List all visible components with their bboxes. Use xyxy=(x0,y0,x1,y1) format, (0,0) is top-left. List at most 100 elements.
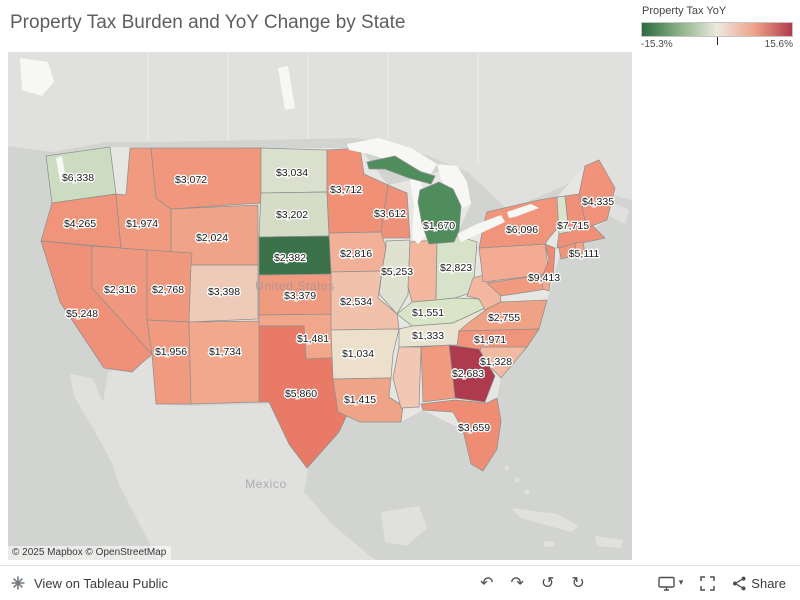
state-ar[interactable] xyxy=(330,328,400,380)
hispaniola-island xyxy=(595,536,623,548)
state-ri[interactable] xyxy=(574,241,586,256)
state-label-ga: $2,683 xyxy=(452,368,484,380)
state-al[interactable] xyxy=(420,344,456,403)
state-label-mt: $3,072 xyxy=(175,174,207,186)
revert-button[interactable]: ↺ xyxy=(540,573,555,592)
us-country-label: United States xyxy=(255,279,335,293)
state-label-ks: $3,379 xyxy=(284,290,316,302)
state-label-ca: $5,248 xyxy=(66,308,98,320)
state-mi[interactable] xyxy=(417,181,462,245)
state-label-ma: $5,111 xyxy=(569,248,600,260)
jamaica-island xyxy=(543,541,555,547)
fullscreen-button[interactable] xyxy=(700,575,716,591)
mexico-landmass xyxy=(100,358,376,560)
state-label-id: $1,974 xyxy=(126,218,158,230)
state-label-fl: $3,659 xyxy=(458,422,490,434)
state-label-tn: $1,333 xyxy=(412,330,444,342)
canada-landmass xyxy=(8,52,632,210)
state-wi[interactable] xyxy=(369,184,411,239)
color-legend: Property Tax YoY -15.3% 15.6% xyxy=(641,5,793,52)
state-label-me: $4,335 xyxy=(582,196,614,208)
undo-button[interactable]: ↶ xyxy=(480,573,494,592)
state-label-or: $4,265 xyxy=(64,218,96,230)
mexico-country-label: Mexico xyxy=(245,477,287,491)
state-nm[interactable] xyxy=(188,320,261,405)
state-ms[interactable] xyxy=(392,346,422,409)
download-icon xyxy=(658,576,675,591)
state-label-wi: $3,612 xyxy=(374,208,406,220)
state-label-sc: $1,328 xyxy=(480,356,512,368)
map-attribution[interactable]: © 2025 Mapbox © OpenStreetMap xyxy=(8,546,172,560)
state-label-nv: $2,316 xyxy=(104,284,136,296)
state-co[interactable] xyxy=(188,264,259,323)
download-button[interactable]: ▾ xyxy=(658,576,684,591)
legend-min-label: -15.3% xyxy=(641,39,673,50)
cuba-island xyxy=(511,508,579,532)
share-icon xyxy=(733,576,746,590)
choropleth-map[interactable]: United States Mexico $6,338 $4,265 $5,24… xyxy=(8,52,632,560)
state-label-il: $5,253 xyxy=(381,266,413,278)
state-label-oh: $2,823 xyxy=(440,262,472,274)
lake-ontario xyxy=(507,204,539,218)
state-label-nm: $1,734 xyxy=(209,346,241,358)
state-de[interactable] xyxy=(540,274,552,292)
bc-coast-inlet xyxy=(20,58,54,96)
state-label-mn: $3,712 xyxy=(330,184,362,196)
page-title: Property Tax Burden and YoY Change by St… xyxy=(10,12,406,33)
state-label-ut: $2,768 xyxy=(152,284,184,296)
state-label-ia: $2,816 xyxy=(340,248,372,260)
share-label: Share xyxy=(751,575,786,591)
legend-max-label: 15.6% xyxy=(764,39,793,50)
state-label-az: $1,956 xyxy=(155,346,187,358)
state-az[interactable] xyxy=(146,319,192,405)
tableau-toolbar: View on Tableau Public ↶ ↷ ↺ ↻ ▾ Sha xyxy=(0,565,800,600)
state-label-nc: $1,971 xyxy=(474,334,506,346)
map-canvas[interactable]: United States Mexico $6,338 $4,265 $5,24… xyxy=(8,52,632,560)
state-fl[interactable] xyxy=(420,397,502,472)
view-on-tableau-public-link[interactable]: View on Tableau Public xyxy=(0,575,480,591)
state-label-wa: $6,338 xyxy=(62,172,94,184)
yucatan-peninsula xyxy=(381,506,427,546)
share-button[interactable]: Share xyxy=(732,576,786,591)
lake-winnipeg xyxy=(278,66,295,110)
state-label-va: $2,755 xyxy=(488,312,520,324)
state-label-ok: $1,481 xyxy=(297,333,329,345)
state-label-sd: $3,202 xyxy=(276,209,308,221)
legend-zero-tick xyxy=(717,37,718,45)
bahamas-island xyxy=(524,489,530,495)
state-mt[interactable] xyxy=(150,147,262,210)
bahamas-island xyxy=(514,477,520,483)
refresh-button[interactable]: ↻ xyxy=(571,573,585,592)
state-tx[interactable] xyxy=(258,325,355,469)
download-caret-icon: ▾ xyxy=(678,578,684,588)
tableau-logo-icon xyxy=(11,576,25,590)
state-label-mi: $1,670 xyxy=(423,220,455,232)
canada-province-borders xyxy=(147,52,479,164)
state-label-ne: $2,382 xyxy=(274,252,306,264)
state-label-mo: $2,534 xyxy=(340,296,372,308)
state-label-co: $3,398 xyxy=(208,286,240,298)
state-label-nd: $3,034 xyxy=(276,167,308,179)
redo-button[interactable]: ↷ xyxy=(510,573,524,592)
baja-peninsula xyxy=(70,374,142,498)
nova-scotia xyxy=(609,202,629,224)
legend-title: Property Tax YoY xyxy=(642,5,727,17)
lake-superior xyxy=(347,138,437,174)
puget-sound xyxy=(56,156,66,182)
state-label-ny: $6,096 xyxy=(506,224,538,236)
state-la[interactable] xyxy=(332,377,404,423)
state-label-la: $1,415 xyxy=(344,394,376,406)
state-mi-upper[interactable] xyxy=(366,155,436,185)
state-label-ky: $1,551 xyxy=(412,307,444,319)
legend-gradient-bar[interactable] xyxy=(641,22,793,37)
state-label-tx: $5,860 xyxy=(285,388,317,400)
view-on-tableau-public-label: View on Tableau Public xyxy=(34,575,168,591)
fullscreen-icon xyxy=(700,575,716,591)
state-label-nj: $9,413 xyxy=(528,272,560,284)
lake-erie xyxy=(457,215,505,242)
lake-huron xyxy=(437,164,471,208)
state-label-wy: $2,024 xyxy=(196,232,228,244)
state-ma[interactable] xyxy=(556,225,606,249)
state-label-ar: $1,034 xyxy=(342,348,374,360)
state-label-nh: $7,715 xyxy=(557,220,589,232)
